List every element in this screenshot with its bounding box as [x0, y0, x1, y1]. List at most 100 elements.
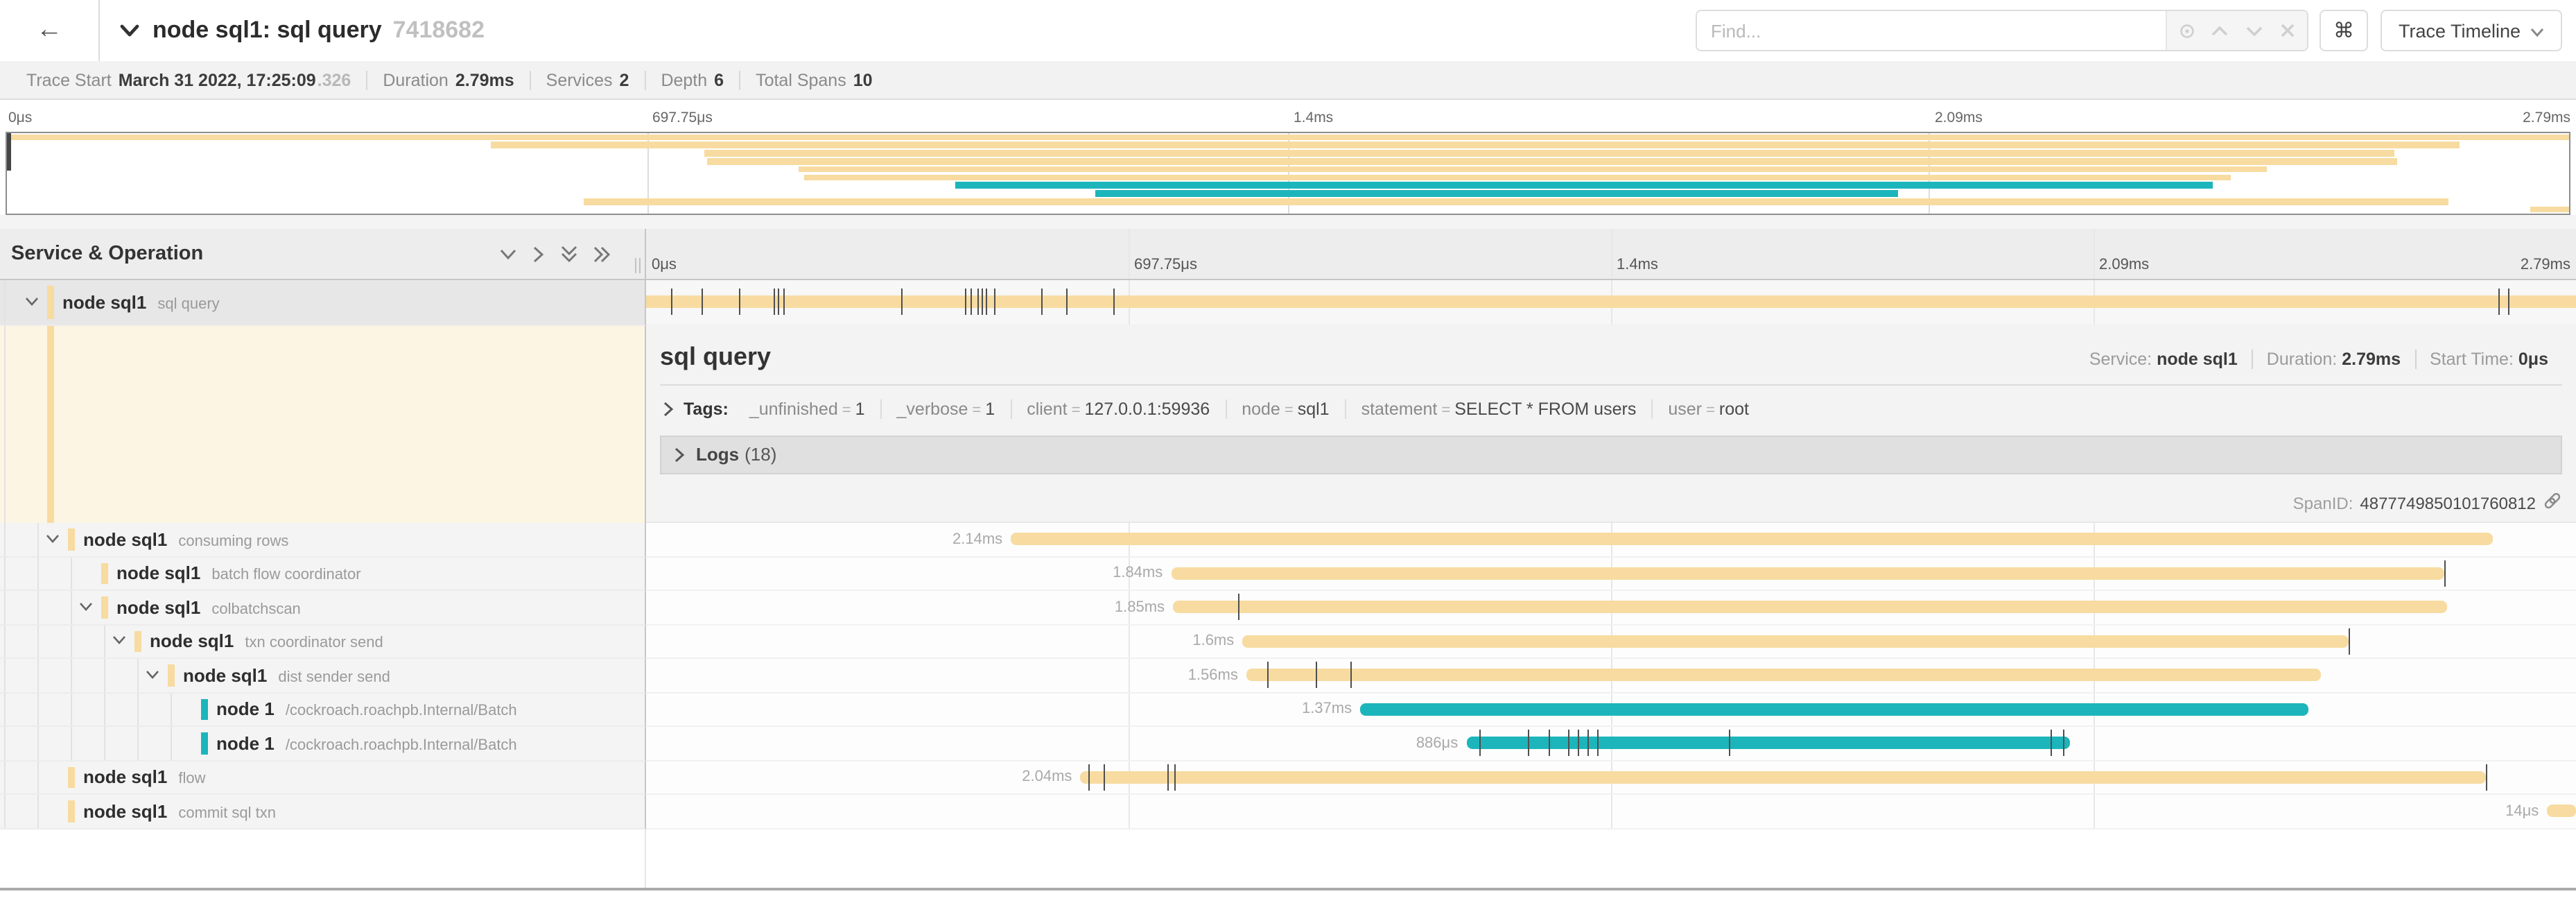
logs-label: Logs — [696, 444, 740, 465]
span-tree-cell[interactable]: node 1/cockroach.roachpb.Internal/Batch — [0, 693, 646, 727]
minimap-span-bar — [491, 141, 2460, 148]
service-color-bar — [201, 698, 208, 720]
next-match-icon[interactable] — [2240, 17, 2268, 44]
log-tick — [1316, 662, 1318, 689]
tree-expand-chevron-icon[interactable] — [46, 534, 60, 544]
tag-item[interactable]: user = root — [1651, 399, 1764, 419]
timeline-gridline — [1129, 591, 1130, 624]
service-color-bar — [134, 630, 141, 652]
span-bar[interactable] — [1011, 533, 2494, 546]
span-row-labels: node sql1 consuming rows — [83, 529, 288, 550]
span-tree-cell[interactable]: node sql1 sql query — [0, 280, 646, 325]
trace-summary-value: March 31 2022, 17:25:09 — [118, 70, 316, 89]
span-timeline-cell[interactable]: 2.14ms — [646, 523, 2576, 557]
view-options-dropdown[interactable]: Trace Timeline — [2381, 10, 2563, 51]
span-row[interactable]: node sql1 txn coordinator send 1.6ms — [0, 625, 2576, 659]
logs-row[interactable]: Logs (18) — [660, 435, 2562, 474]
span-duration-label: 1.84ms — [1113, 565, 1163, 582]
collapse-one-icon[interactable] — [499, 248, 517, 260]
collapse-all-icon[interactable] — [560, 245, 578, 263]
span-bar[interactable] — [1080, 771, 2486, 784]
span-duration-label: 2.14ms — [952, 531, 1003, 548]
span-bar[interactable] — [2547, 805, 2576, 818]
tree-expand-chevron-icon[interactable] — [25, 297, 39, 307]
minimap-left-scrubber-handle[interactable] — [7, 133, 11, 171]
trace-summary-label: Depth — [661, 70, 708, 89]
trace-summary-value: 10 — [853, 70, 873, 89]
span-timeline-cell[interactable]: 1.84ms — [646, 557, 2576, 591]
tree-expand-chevron-icon[interactable] — [146, 670, 159, 680]
span-row[interactable]: node sql1 consuming rows 2.14ms — [0, 523, 2576, 557]
expand-all-icon[interactable] — [593, 245, 611, 263]
span-bar[interactable] — [1242, 635, 2349, 648]
span-row[interactable]: node sql1 dist sender send 1.56ms — [0, 659, 2576, 693]
span-tree-cell[interactable]: node sql1 commit sql txn — [0, 795, 646, 829]
span-bar[interactable] — [646, 295, 2576, 309]
span-row[interactable]: node sql1 colbatchscan 1.85ms — [0, 591, 2576, 625]
span-row[interactable]: node 1/cockroach.roachpb.Internal/Batch 8… — [0, 727, 2576, 761]
tag-item[interactable]: _unfinished = 1 — [734, 399, 880, 419]
span-tree-cell[interactable]: node sql1 dist sender send — [0, 659, 646, 693]
minimap-span-row — [7, 198, 2569, 206]
service-color-bar — [168, 664, 175, 686]
log-tick — [702, 289, 704, 316]
span-tree-cell[interactable]: node sql1 batch flow coordinator — [0, 557, 646, 591]
span-tree-cell[interactable]: node sql1 txn coordinator send — [0, 625, 646, 659]
trace-summary-value: 6 — [714, 70, 724, 89]
span-timeline-cell[interactable] — [646, 280, 2576, 325]
span-row[interactable]: node sql1 sql query — [0, 280, 2576, 325]
span-tree-cell[interactable]: node sql1 colbatchscan — [0, 591, 646, 625]
span-row[interactable]: node sql1 flow 2.04ms — [0, 761, 2576, 795]
trace-collapse-chevron-icon[interactable] — [119, 24, 140, 37]
span-tree-cell[interactable]: node sql1 consuming rows — [0, 523, 646, 557]
find-input[interactable] — [1697, 11, 2166, 50]
tree-expand-chevron-icon[interactable] — [79, 602, 93, 612]
back-button[interactable]: ← — [0, 0, 100, 61]
span-bar[interactable] — [1173, 601, 2447, 614]
span-timeline-cell[interactable]: 1.6ms — [646, 625, 2576, 659]
tree-indent-guide — [137, 727, 139, 759]
minimap[interactable] — [6, 132, 2570, 215]
span-row-labels: node sql1 sql query — [62, 292, 220, 313]
span-timeline-cell[interactable]: 1.56ms — [646, 659, 2576, 693]
copy-link-icon[interactable] — [2543, 491, 2562, 515]
span-timeline-cell[interactable]: 14μs — [646, 795, 2576, 829]
span-tree-cell[interactable]: node sql1 flow — [0, 761, 646, 795]
tag-key: _verbose — [896, 399, 968, 419]
clear-search-icon[interactable] — [2274, 17, 2301, 44]
expand-one-icon[interactable] — [532, 245, 545, 263]
span-row[interactable]: node sql1 batch flow coordinator 1.84ms — [0, 557, 2576, 591]
span-bar[interactable] — [1246, 669, 2322, 682]
service-name: node sql1 — [62, 291, 147, 313]
page-title: node sql1: sql query 7418682 — [153, 17, 485, 43]
span-timeline-cell[interactable]: 2.04ms — [646, 761, 2576, 795]
log-tick — [783, 289, 785, 316]
span-timeline-cell[interactable]: 1.37ms — [646, 693, 2576, 727]
service-name: node sql1 — [183, 664, 268, 686]
span-row[interactable]: node 1/cockroach.roachpb.Internal/Batch 1… — [0, 693, 2576, 727]
log-tick — [671, 289, 673, 316]
prev-match-icon[interactable] — [2207, 17, 2234, 44]
tag-item[interactable]: statement = SELECT * FROM users — [1344, 399, 1652, 419]
span-timeline-cell[interactable]: 886μs — [646, 727, 2576, 761]
tree-expand-chevron-icon[interactable] — [112, 636, 126, 646]
minimap-gridline — [647, 133, 649, 214]
span-tree-cell[interactable]: node 1/cockroach.roachpb.Internal/Batch — [0, 727, 646, 761]
span-timeline-cell[interactable]: 1.85ms — [646, 591, 2576, 625]
trace-id: 7418682 — [392, 17, 485, 43]
log-tick — [1041, 289, 1043, 316]
span-bar[interactable] — [1466, 737, 2071, 750]
timeline-gridline — [1129, 727, 1130, 759]
panel-resize-handle[interactable] — [635, 258, 641, 273]
span-row[interactable]: node sql1 commit sql txn 14μs — [0, 795, 2576, 829]
tag-item[interactable]: _verbose = 1 — [880, 399, 1011, 419]
ruler-gridline — [2094, 229, 2095, 279]
keyboard-shortcuts-button[interactable]: ⌘ — [2320, 10, 2368, 51]
tag-item[interactable]: client = 127.0.0.1:59936 — [1010, 399, 1225, 419]
locate-icon[interactable] — [2173, 17, 2200, 44]
tag-item[interactable]: node = sql1 — [1225, 399, 1344, 419]
tree-indent-guide — [37, 523, 39, 556]
span-bar[interactable] — [1171, 567, 2445, 580]
span-bar[interactable] — [1360, 703, 2308, 716]
tags-row[interactable]: Tags: _unfinished = 1 _verbose = 1 client = 127.… — [660, 388, 2562, 431]
